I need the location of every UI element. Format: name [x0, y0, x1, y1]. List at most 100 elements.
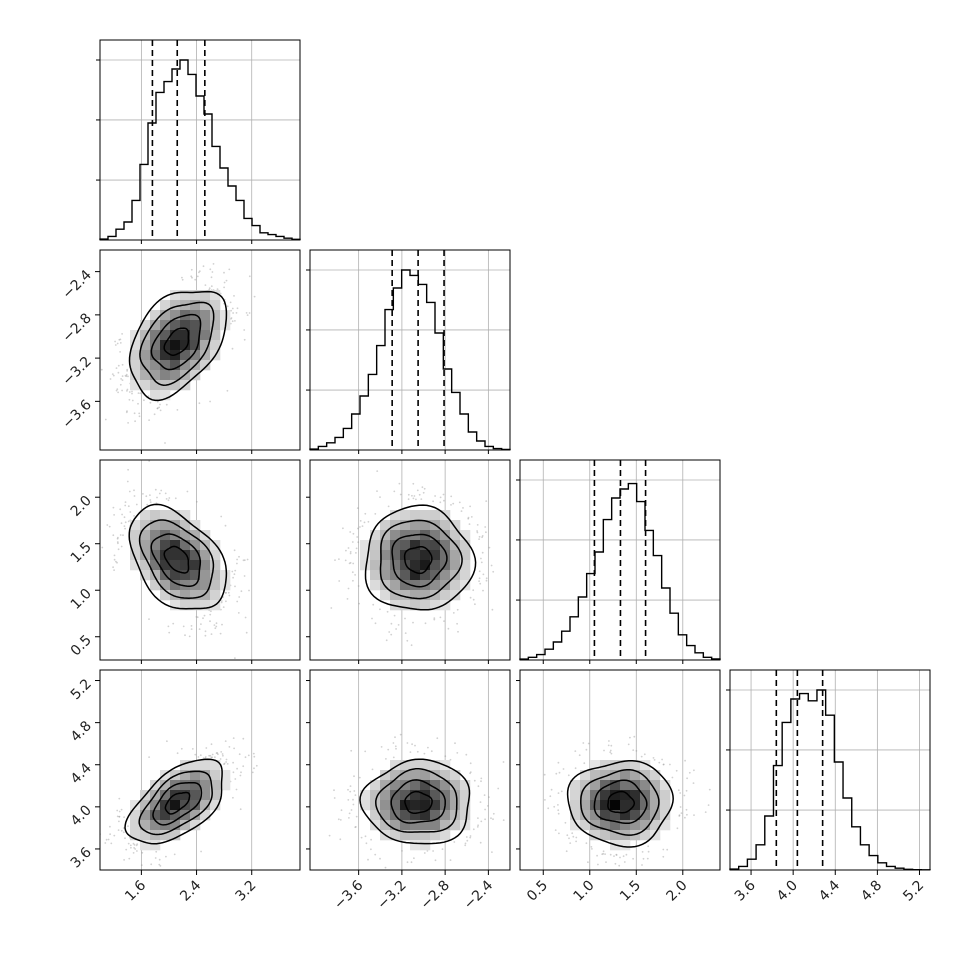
scatter-point: [412, 497, 415, 500]
density-cell: [420, 800, 431, 811]
density-cell: [190, 790, 201, 801]
density-cell: [600, 800, 611, 811]
y-tick-label-1-0: −3.6: [59, 397, 94, 432]
density-cell: [160, 310, 171, 321]
density-cell: [370, 570, 381, 581]
scatter-point: [357, 585, 360, 587]
scatter-point: [134, 420, 137, 423]
density-cell: [420, 840, 431, 851]
density-content-3-1: [328, 733, 505, 870]
density-cell: [430, 550, 441, 561]
scatter-point: [432, 850, 434, 852]
density-cell: [170, 330, 181, 341]
density-cell: [160, 520, 171, 531]
density-cell: [400, 530, 411, 541]
density-cell: [150, 530, 161, 541]
density-cell: [430, 530, 441, 541]
density-cell: [170, 590, 181, 601]
scatter-point: [414, 744, 416, 747]
density-cell: [630, 760, 641, 771]
scatter-point: [477, 785, 480, 788]
scatter-point: [133, 412, 136, 415]
scatter-point: [221, 623, 223, 626]
density-cell: [170, 600, 181, 611]
scatter-point: [376, 490, 378, 492]
density-cell: [180, 590, 191, 601]
scatter-point: [399, 493, 402, 496]
scatter-point: [133, 844, 136, 846]
scatter-point: [349, 531, 352, 533]
density-cell: [660, 810, 671, 821]
density-cell: [400, 820, 411, 831]
scatter-point: [465, 836, 468, 838]
scatter-point: [133, 489, 135, 492]
contour-2-1-2: [379, 519, 463, 600]
scatter-point: [112, 534, 115, 537]
scatter-point: [641, 851, 644, 853]
scatter-point: [142, 493, 144, 495]
density-cell: [570, 790, 581, 801]
scatter-point: [117, 542, 119, 545]
scatter-point: [155, 850, 158, 853]
scatter-point: [159, 403, 161, 406]
scatter-point: [236, 600, 239, 603]
density-cell: [180, 790, 191, 801]
scatter-point: [149, 494, 151, 496]
scatter-point: [116, 809, 119, 812]
density-cell: [130, 560, 141, 571]
contour-2-1-3: [364, 504, 477, 611]
density-cell: [590, 760, 601, 771]
density-cell: [130, 830, 141, 841]
contour-2-0-3: [128, 503, 228, 610]
x-tick-label-3-3: 4.8: [858, 878, 885, 905]
density-cell: [380, 590, 391, 601]
scatter-point: [357, 527, 359, 530]
scatter-point: [385, 758, 387, 760]
scatter-point: [131, 392, 133, 395]
scatter-point: [124, 521, 127, 524]
density-cell: [440, 790, 451, 801]
density-cell: [400, 510, 411, 521]
density-cell: [640, 820, 651, 831]
scatter-point: [467, 517, 470, 520]
density-cell: [140, 550, 151, 561]
density-cell: [150, 540, 161, 551]
scatter-point: [352, 532, 355, 535]
scatter-point: [127, 468, 129, 471]
scatter-point: [220, 751, 223, 753]
scatter-point: [544, 799, 546, 801]
scatter-point: [609, 853, 612, 856]
density-cell: [170, 300, 181, 311]
scatter-point: [148, 419, 151, 421]
density-cell: [130, 550, 141, 561]
scatter-point: [127, 825, 129, 827]
scatter-point: [478, 577, 481, 580]
density-cell: [400, 560, 411, 571]
density-cell: [410, 600, 421, 611]
scatter-point: [481, 535, 484, 537]
y-tick-label-2-1: 1.0: [68, 586, 95, 613]
x-tick-label-0-1: 2.4: [177, 877, 204, 904]
scatter-point: [443, 499, 445, 502]
scatter-point: [450, 495, 453, 498]
scatter-point: [214, 627, 217, 630]
density-cell: [430, 560, 441, 571]
density-cell: [440, 820, 451, 831]
scatter-point: [476, 531, 479, 534]
scatter-point: [662, 855, 665, 858]
scatter-point: [168, 497, 171, 499]
scatter-point: [469, 772, 471, 775]
scatter-point: [662, 763, 665, 766]
histogram-panel-1: [306, 249, 511, 451]
scatter-point: [457, 630, 459, 633]
scatter-point: [149, 401, 152, 404]
density-cell: [410, 770, 421, 781]
scatter-point: [117, 548, 120, 551]
scatter-point: [359, 526, 361, 528]
density-cell: [400, 570, 411, 581]
density-cell: [590, 770, 601, 781]
scatter-point: [113, 554, 116, 557]
scatter-point: [632, 749, 635, 751]
scatter-point: [122, 831, 125, 834]
scatter-point: [354, 826, 357, 829]
